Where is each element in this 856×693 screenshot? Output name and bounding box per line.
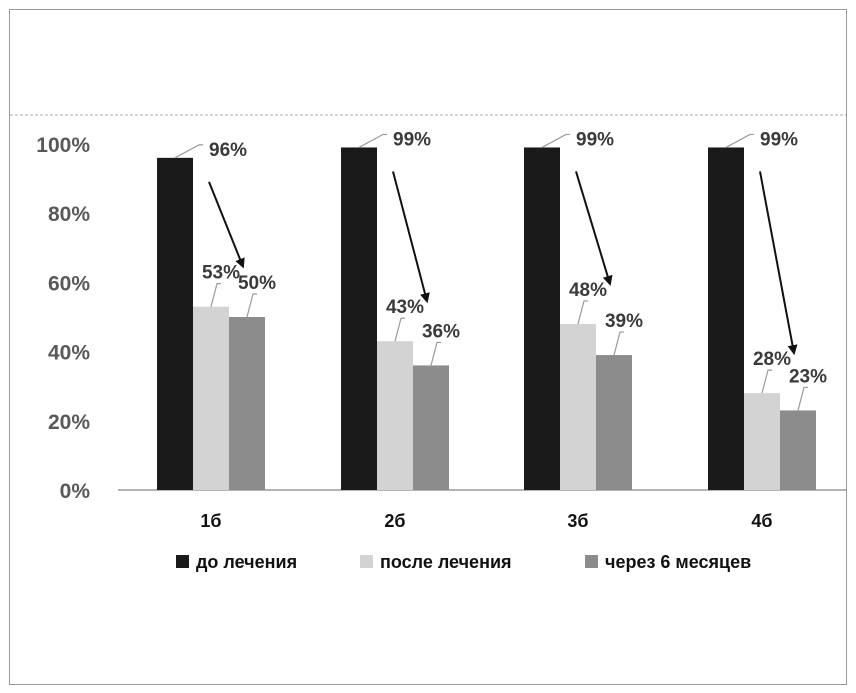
data-label: 99% bbox=[760, 129, 798, 150]
bar bbox=[744, 393, 780, 490]
bar bbox=[708, 147, 744, 490]
leader-line bbox=[577, 300, 588, 325]
leader-line bbox=[613, 331, 624, 356]
data-label: 99% bbox=[576, 129, 614, 150]
x-tick-label: 1б bbox=[200, 511, 221, 531]
leader-line bbox=[246, 293, 257, 318]
data-label: 36% bbox=[422, 321, 460, 342]
leader-line bbox=[174, 144, 203, 159]
bar bbox=[524, 147, 560, 490]
leader-line bbox=[358, 133, 387, 148]
y-tick-label: 20% bbox=[48, 411, 90, 434]
bar bbox=[341, 147, 377, 490]
bar bbox=[780, 410, 816, 490]
data-label: 43% bbox=[386, 297, 424, 318]
data-label: 50% bbox=[238, 273, 276, 294]
data-label: 23% bbox=[789, 366, 827, 387]
legend-swatch bbox=[585, 555, 598, 568]
bar bbox=[377, 341, 413, 490]
leader-line bbox=[430, 341, 441, 366]
legend-swatch bbox=[176, 555, 189, 568]
x-tick-label: 4б bbox=[751, 511, 772, 531]
bar bbox=[193, 306, 229, 490]
bar bbox=[596, 355, 632, 490]
data-label: 99% bbox=[393, 129, 431, 150]
chart-frame bbox=[9, 9, 847, 685]
legend-label: после лечения bbox=[380, 552, 512, 572]
leader-line bbox=[210, 283, 221, 307]
y-tick-label: 0% bbox=[60, 480, 91, 503]
bar bbox=[413, 365, 449, 490]
legend-swatch bbox=[360, 555, 373, 568]
x-tick-label: 3б bbox=[567, 511, 588, 531]
data-label: 39% bbox=[605, 311, 643, 332]
leader-line bbox=[761, 369, 772, 394]
legend-label: до лечения bbox=[196, 552, 297, 572]
data-label: 96% bbox=[209, 140, 247, 161]
leader-line bbox=[797, 386, 808, 411]
y-tick-label: 60% bbox=[48, 272, 90, 295]
trend-arrow bbox=[208, 181, 245, 269]
bar bbox=[157, 157, 193, 490]
trend-arrow bbox=[392, 171, 430, 304]
trend-arrow bbox=[575, 171, 613, 286]
leader-line bbox=[541, 133, 570, 148]
bar bbox=[560, 323, 596, 490]
data-label: 28% bbox=[753, 349, 791, 370]
leader-line bbox=[725, 133, 754, 148]
data-label: 53% bbox=[202, 263, 240, 284]
data-label: 48% bbox=[569, 280, 607, 301]
y-tick-label: 80% bbox=[48, 203, 90, 226]
bar bbox=[229, 317, 265, 490]
x-tick-label: 2б bbox=[384, 511, 405, 531]
y-tick-label: 40% bbox=[48, 342, 90, 365]
leader-line bbox=[394, 317, 405, 342]
legend-label: через 6 месяцев bbox=[605, 552, 751, 572]
trend-arrow bbox=[759, 171, 798, 356]
y-tick-label: 100% bbox=[36, 134, 90, 157]
